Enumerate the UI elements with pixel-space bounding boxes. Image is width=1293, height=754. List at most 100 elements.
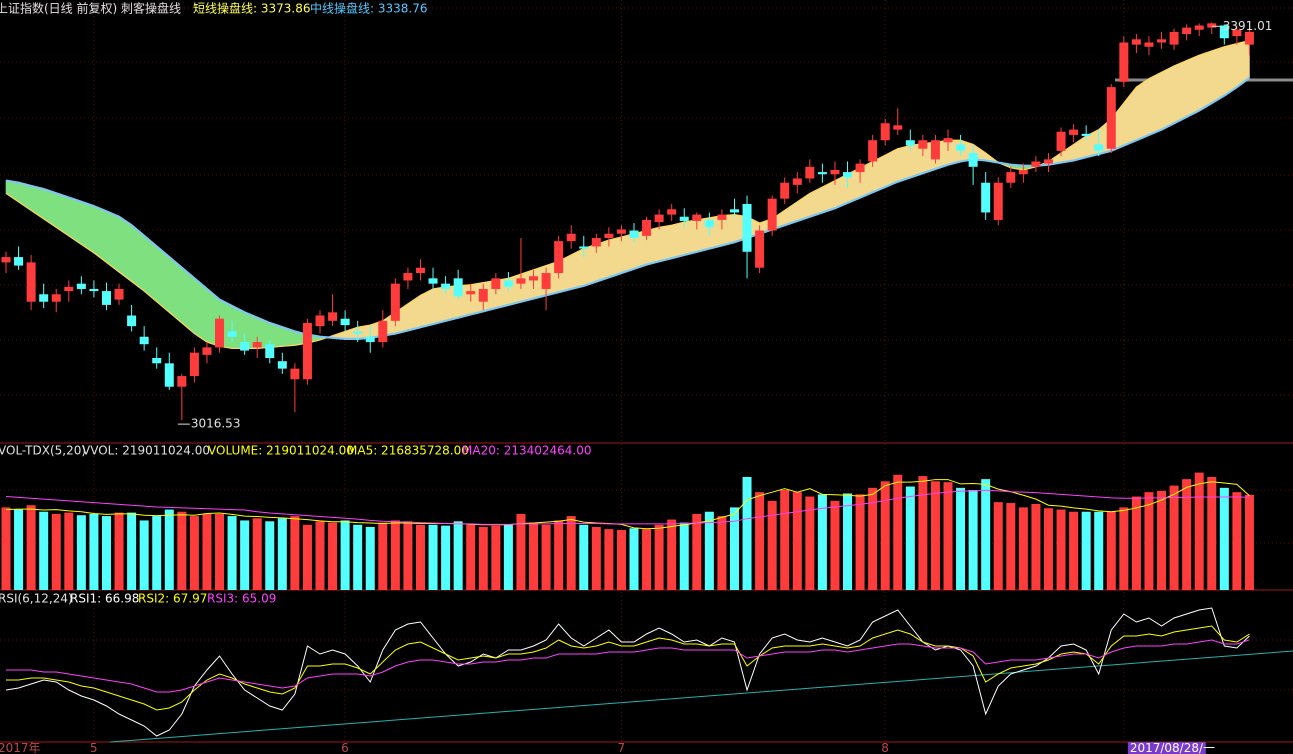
volume-bar <box>189 516 199 590</box>
candle-body <box>26 262 36 302</box>
candle-body <box>152 358 162 364</box>
volume-bar <box>692 513 702 590</box>
band-fill <box>106 210 120 273</box>
volume-bar <box>1069 511 1079 590</box>
candle-body <box>89 288 99 292</box>
volume-bar <box>1169 485 1179 590</box>
volume-bar <box>717 516 727 590</box>
candle-body <box>1 257 11 263</box>
legend-entry: VVOL: 219011024.00 <box>82 444 210 458</box>
volume-bar <box>491 525 501 590</box>
rsi-line <box>6 639 1250 693</box>
legend-entry: RSI2: 67.97 <box>138 592 207 606</box>
volume-bar <box>1056 509 1066 590</box>
candle-body <box>893 125 903 130</box>
candle-body <box>604 233 614 238</box>
volume-bar <box>390 520 400 590</box>
candle-body <box>679 216 689 221</box>
candle-body <box>1169 31 1179 45</box>
volume-bar <box>277 518 287 590</box>
volume-bar <box>893 474 903 590</box>
volume-bar <box>252 518 262 590</box>
volume-bar <box>290 516 300 590</box>
candle-body <box>39 294 49 302</box>
candle-body <box>503 280 513 287</box>
candle-body <box>1031 161 1041 167</box>
candle-body <box>729 209 739 213</box>
volume-bar <box>981 479 991 590</box>
candle-body <box>466 291 476 295</box>
candle-body <box>14 257 24 266</box>
candle-body <box>290 368 300 380</box>
candle-body <box>755 230 765 268</box>
candle-body <box>177 376 187 387</box>
candle-body <box>642 219 652 236</box>
candle-body <box>328 312 338 321</box>
candle-body <box>277 361 287 369</box>
cursor-date-box <box>1127 742 1206 754</box>
candle-body <box>855 163 865 173</box>
candle-body <box>554 241 564 274</box>
candle-body <box>51 294 61 302</box>
candle-body <box>353 331 363 334</box>
band-fill <box>608 236 622 278</box>
candle-body <box>905 140 915 146</box>
candle-body <box>252 342 262 348</box>
candle-body <box>441 283 451 289</box>
volume-bar <box>26 505 36 590</box>
volume-bar <box>805 496 815 590</box>
band-fill <box>1211 46 1225 104</box>
volume-bar <box>516 513 526 590</box>
x-tick-label: 5 <box>90 741 98 754</box>
candle-body <box>227 331 237 337</box>
candle-body <box>529 276 539 281</box>
candle-body <box>792 178 802 185</box>
candle-body <box>880 123 890 141</box>
legend-entry: 中线操盘线: 3338.76 <box>310 1 427 16</box>
volume-bar <box>704 511 714 590</box>
volume-bar <box>1081 511 1091 590</box>
candle-body <box>415 267 425 274</box>
volume-bar <box>855 494 865 590</box>
volume-bar <box>340 520 350 590</box>
volume-bar <box>905 486 915 590</box>
volume-bar <box>868 487 878 590</box>
volume-bar <box>328 522 338 590</box>
candle-body <box>930 140 940 160</box>
candle-body <box>202 347 212 355</box>
volume-bar <box>880 481 890 590</box>
band-fill <box>1198 50 1213 112</box>
volume-bar <box>51 513 61 590</box>
volume-bar <box>101 516 111 590</box>
volume-bar <box>667 519 677 590</box>
volume-bar <box>679 522 689 590</box>
volume-bar <box>1 507 11 590</box>
volume-bar <box>654 524 664 590</box>
candle-body <box>1219 25 1229 39</box>
x-tick-label: 6 <box>341 741 349 754</box>
candle-body <box>918 140 928 149</box>
volume-bar <box>755 492 765 590</box>
volume-bar <box>503 524 513 590</box>
volume-bar <box>64 512 74 590</box>
volume-bar <box>365 526 375 590</box>
volume-bar <box>152 516 162 590</box>
candle-body <box>240 342 250 351</box>
candle-body <box>654 214 664 223</box>
volume-bar <box>930 481 940 590</box>
legend-entry: VOLUME: 219011024.00 <box>208 444 354 458</box>
volume-bar <box>591 526 601 590</box>
candle-body <box>667 209 677 215</box>
candle-body <box>830 169 840 175</box>
band-fill <box>118 216 132 283</box>
candle-body <box>127 315 137 327</box>
volume-bar <box>403 521 413 590</box>
candle-body <box>1094 144 1104 151</box>
volume-bar <box>943 482 953 590</box>
volume-bar <box>993 502 1003 590</box>
candle-body <box>629 230 639 238</box>
volume-bar <box>742 476 752 590</box>
band-fill <box>583 243 597 287</box>
